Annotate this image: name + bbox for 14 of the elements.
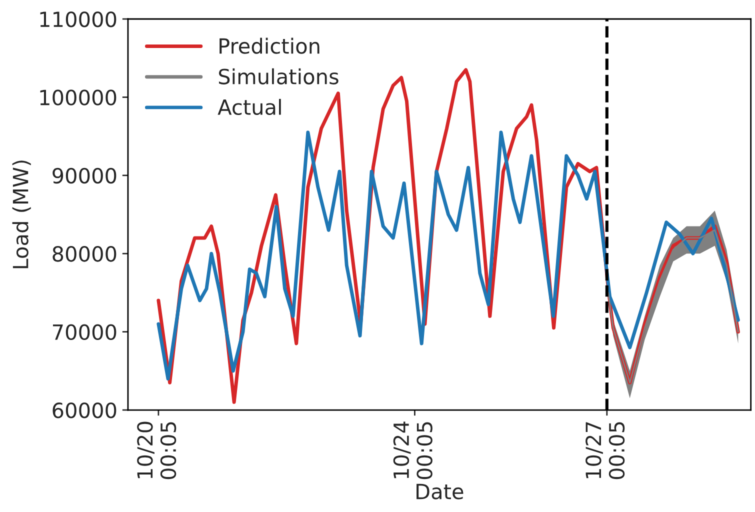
y-tick-label: 100000	[40, 90, 116, 106]
x-tick-label: 10/24 00:05	[393, 422, 432, 480]
x-tick-label: 10/20 00:05	[137, 422, 176, 480]
y-tick-label: 70000	[52, 324, 116, 340]
y-axis-title: Load (MW)	[12, 160, 31, 268]
legend-label: Actual	[218, 98, 281, 116]
x-tick-label: 10/27 00:05	[586, 422, 625, 480]
y-tick-label: 60000	[52, 402, 116, 418]
x-axis-title: Date	[416, 484, 464, 500]
legend-label: Prediction	[220, 38, 320, 54]
y-tick-label: 80000	[52, 246, 116, 262]
y-tick-label: 90000	[52, 168, 116, 184]
legend-label: Simulations	[218, 68, 338, 84]
y-tick-label: 110000	[40, 11, 116, 28]
